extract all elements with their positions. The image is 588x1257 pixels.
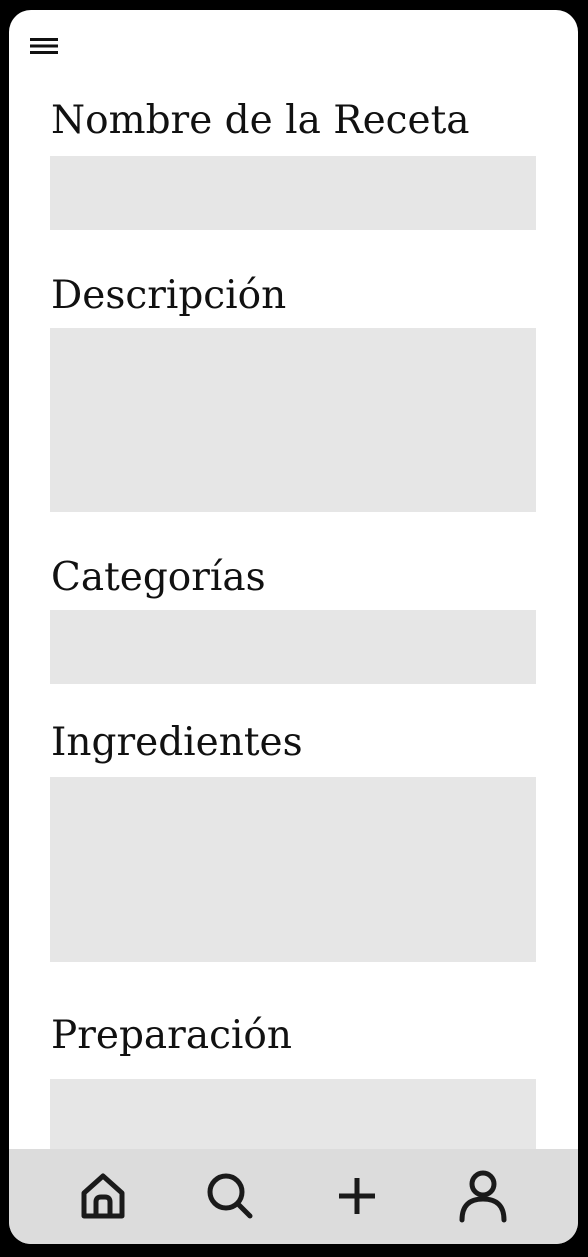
description-textarea[interactable] — [50, 328, 536, 512]
description-label: Descripción — [51, 273, 287, 318]
hamburger-menu-button[interactable] — [29, 36, 59, 56]
hamburger-menu-icon — [30, 38, 58, 54]
ingredients-textarea[interactable] — [50, 777, 536, 962]
profile-icon — [459, 1170, 507, 1223]
categories-label: Categorías — [51, 555, 266, 600]
bottom-navigation-bar — [9, 1149, 578, 1244]
add-icon — [339, 1178, 375, 1214]
search-icon — [207, 1173, 253, 1219]
recipe-name-input[interactable] — [50, 156, 536, 230]
home-icon — [81, 1173, 125, 1219]
nav-search-button[interactable] — [203, 1169, 257, 1223]
nav-profile-button[interactable] — [456, 1169, 510, 1223]
nav-add-button[interactable] — [330, 1169, 384, 1223]
categories-input[interactable] — [50, 610, 536, 684]
ingredients-label: Ingredientes — [51, 720, 303, 765]
preparation-label: Preparación — [51, 1013, 292, 1058]
phone-screen: Nombre de la Receta Descripción Categorí… — [9, 10, 578, 1244]
nav-home-button[interactable] — [76, 1169, 130, 1223]
recipe-name-label: Nombre de la Receta — [51, 98, 470, 143]
